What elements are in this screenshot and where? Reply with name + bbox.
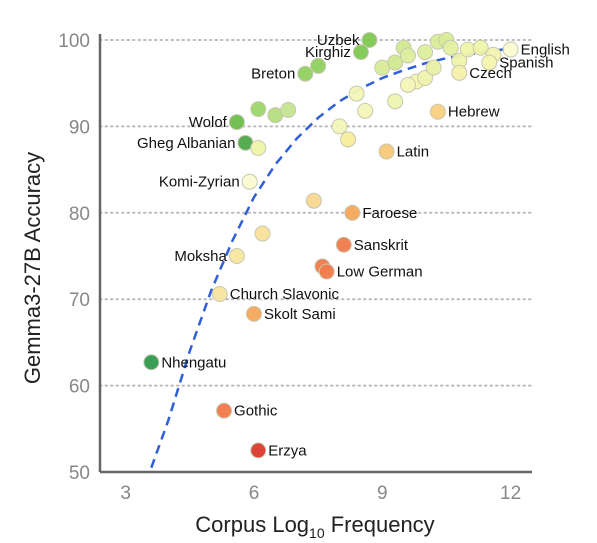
- scatter-point: [472, 39, 489, 56]
- point-label: Uzbek: [317, 32, 360, 49]
- scatter-point: [331, 118, 348, 135]
- point-label: Czech: [469, 65, 512, 82]
- scatter-point: [305, 192, 322, 209]
- x-axis-title-end: Frequency: [325, 512, 435, 537]
- y-tick-label: 100: [58, 31, 90, 52]
- y-tick-label: 90: [69, 117, 90, 138]
- point-label: Komi-Zyrian: [159, 174, 240, 191]
- scatter-point: [340, 131, 357, 148]
- y-tick-label: 80: [69, 204, 90, 225]
- scatter-point: [228, 248, 245, 264]
- point-label: Gheg Albanian: [137, 135, 235, 152]
- point-label: Church Slavonic: [230, 286, 340, 303]
- scatter-point: [502, 41, 519, 58]
- scatter-point: [451, 64, 468, 81]
- scatter-point: [216, 402, 233, 419]
- scatter-point: [378, 143, 395, 160]
- y-tick-label: 70: [69, 290, 90, 311]
- x-axis-title: Corpus Log10 Frequency: [195, 512, 434, 541]
- scatter-point: [250, 140, 267, 156]
- scatter-point: [399, 76, 416, 93]
- point-label: Gothic: [234, 403, 278, 420]
- point-label: Hebrew: [448, 104, 500, 121]
- point-label: English: [521, 42, 570, 59]
- scatter-point: [250, 442, 267, 459]
- x-tick-label: 9: [377, 483, 388, 504]
- scatter-point: [318, 263, 335, 280]
- y-tick-label: 50: [69, 463, 90, 484]
- scatter-point: [361, 32, 378, 48]
- point-label: Kirghiz: [305, 44, 351, 61]
- scatter-point: [211, 286, 228, 303]
- data-points: [143, 32, 519, 459]
- scatter-point: [442, 39, 459, 56]
- scatter-point: [335, 236, 352, 253]
- scatter-point: [344, 204, 361, 221]
- x-tick-label: 3: [120, 483, 131, 504]
- point-label: Wolof: [189, 114, 228, 131]
- scatter-point: [310, 57, 327, 74]
- scatter-point: [241, 173, 258, 190]
- point-label: Erzya: [268, 442, 307, 459]
- point-label: Moksha: [174, 248, 227, 265]
- grid-lines: [99, 39, 533, 387]
- point-label: Latin: [397, 143, 430, 160]
- tick-labels: 50 60 70 80 90 100 3 6 9 12: [58, 31, 521, 504]
- point-label: Low German: [337, 264, 423, 281]
- x-axis-title-subscript: 10: [309, 525, 325, 541]
- point-label: Faroese: [362, 205, 417, 222]
- point-label: Breton: [251, 66, 295, 83]
- scatter-point: [280, 101, 297, 118]
- scatter-point: [352, 44, 369, 61]
- point-label: Sanskrit: [354, 237, 409, 254]
- x-axis-title-main: Corpus Log: [195, 512, 309, 537]
- scatter-point: [143, 354, 160, 371]
- point-label: Spanish: [499, 54, 553, 71]
- scatter-point: [348, 85, 365, 102]
- point-label: Nhengatu: [161, 354, 226, 371]
- scatter-point: [245, 305, 262, 322]
- y-tick-label: 60: [69, 377, 90, 398]
- point-label: Skolt Sami: [264, 306, 336, 323]
- scatter-point: [417, 44, 434, 61]
- scatter-point: [387, 93, 404, 110]
- scatter-point: [481, 54, 498, 71]
- scatter-point: [357, 102, 374, 119]
- x-tick-label: 6: [249, 483, 260, 504]
- axes: [98, 34, 532, 474]
- y-axis-title: Gemma3-27B Accuracy: [20, 152, 45, 384]
- scatter-point: [417, 70, 434, 87]
- scatter-point: [250, 101, 267, 118]
- scatter-point: [399, 47, 416, 64]
- scatter-point: [429, 103, 446, 120]
- scatter-point: [228, 114, 245, 131]
- trend-curve: [150, 47, 511, 469]
- scatter-point: [425, 59, 442, 76]
- x-tick-label: 12: [500, 483, 521, 504]
- scatter-point: [387, 54, 404, 71]
- scatter-point: [254, 225, 271, 242]
- trend-line: [150, 47, 511, 469]
- scatter-point: [297, 65, 314, 82]
